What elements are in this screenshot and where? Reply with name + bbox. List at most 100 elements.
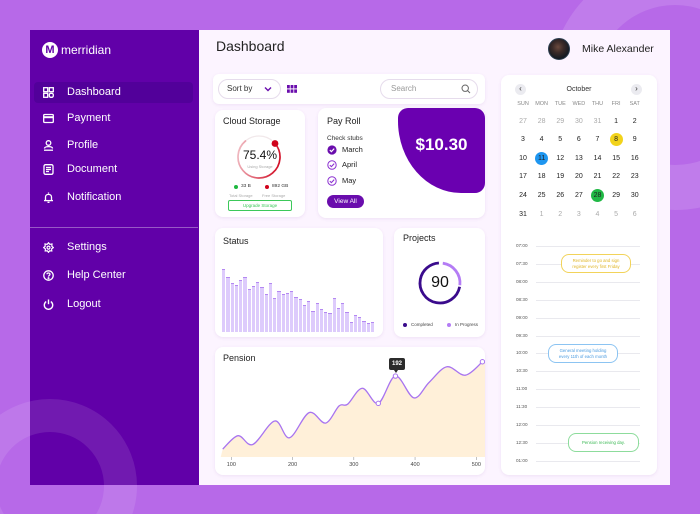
event-reminder[interactable]: Reminder to go and sign register every f… [561,254,631,273]
bar-cap [362,321,366,323]
user-name[interactable]: Mike Alexander [582,43,654,55]
calendar-day[interactable]: 11 [535,151,549,165]
projects-ring-chart [418,261,462,305]
calendar-day[interactable]: 4 [539,136,544,144]
card-title: Status [223,236,249,246]
calendar-day[interactable]: 29 [556,117,565,125]
bar-cap [260,287,264,289]
check-outline-icon[interactable] [327,160,337,170]
check-filled-icon[interactable] [327,145,337,155]
calendar-day[interactable]: 20 [574,173,583,181]
calendar-day[interactable]: 31 [519,210,527,218]
bar-cap [234,285,239,287]
search-icon[interactable] [461,84,471,94]
calendar-day[interactable]: 8 [609,133,623,147]
status-bar [358,317,362,332]
status-bar [298,299,302,332]
calendar-day[interactable]: 5 [614,210,619,218]
dashboard-icon [43,87,54,98]
sidebar-item-payment[interactable]: Payment [34,108,193,129]
calendar-day[interactable]: 26 [556,192,565,200]
search-input[interactable]: Search [380,79,478,99]
calendar-day[interactable]: 23 [630,173,639,181]
calendar-day[interactable]: 9 [632,136,637,144]
sort-by-dropdown[interactable]: Sort by [218,79,281,99]
calendar-day[interactable]: 12 [556,154,565,162]
sidebar-item-profile[interactable]: Profile [34,135,193,156]
calendar-day[interactable]: 22 [612,173,620,181]
calendar-day[interactable]: 21 [593,173,602,181]
card-title: Projects [403,233,436,243]
sidebar-item-notification[interactable]: Notification [34,187,193,208]
calendar-day[interactable]: 4 [595,210,600,218]
calendar-day[interactable]: 29 [612,192,620,200]
calendar-day[interactable]: 14 [593,154,602,162]
bar-cap [302,305,307,307]
event-pension-day[interactable]: Pension receiving day. [568,433,639,452]
avatar[interactable] [548,38,570,60]
pension-marker[interactable] [392,373,399,379]
grid-view-icon[interactable] [287,85,297,93]
calendar-day[interactable]: 24 [519,192,527,200]
view-all-button[interactable]: View All [327,195,364,208]
calendar-day[interactable]: 27 [519,117,527,125]
calendar-prev-button[interactable]: ‹ [515,84,526,95]
calendar-day[interactable]: 10 [519,154,527,162]
sidebar-item-help-center[interactable]: Help Center [34,265,193,286]
calendar-day[interactable]: 15 [612,154,620,162]
bar-cap [358,317,362,319]
calendar-day[interactable]: 5 [558,136,563,144]
calendar-day[interactable]: 30 [630,192,639,200]
status-bar [243,277,247,332]
calendar-day[interactable]: 6 [632,210,637,218]
cloud-storage-card: Cloud Storage 75.4% Using Storage 33 B T… [215,110,305,217]
status-bar [328,313,332,332]
sidebar-item-dashboard[interactable]: Dashboard [34,82,193,103]
sort-by-label: Sort by [227,84,253,93]
status-bar [230,283,234,332]
time-label: 09:00 [516,314,528,320]
calendar-day[interactable]: 3 [576,210,581,218]
calendar-day[interactable]: 2 [558,210,563,218]
event-general-meeting[interactable]: General meeting holding every 11th of ea… [548,344,618,363]
x-tick-label: 200 [287,462,298,468]
calendar-day[interactable]: 1 [539,210,544,218]
calendar-day[interactable]: 17 [519,173,527,181]
bar-cap [336,308,341,310]
calendar-day[interactable]: 1 [614,117,619,125]
calendar-day[interactable]: 16 [630,154,639,162]
calendar-day[interactable]: 13 [574,154,583,162]
calendar-day[interactable]: 25 [537,192,546,200]
status-bar [349,322,353,332]
calendar-day[interactable]: 6 [576,136,581,144]
sidebar-item-logout[interactable]: Logout [34,294,193,315]
calendar-day[interactable]: 2 [632,117,637,125]
sidebar-item-document[interactable]: Document [34,159,193,180]
calendar-day[interactable]: 18 [537,173,546,181]
calendar-day[interactable]: 28 [590,189,604,203]
calendar-day[interactable]: 28 [537,117,546,125]
legend-dot-completed [403,323,407,327]
sidebar-item-settings[interactable]: Settings [34,237,193,258]
weekday-label: MON [535,100,549,107]
pension-area [220,361,485,457]
bar-cap [290,291,294,293]
calendar-day[interactable]: 7 [595,136,600,144]
bar-cap [315,303,319,305]
upgrade-storage-button[interactable]: Upgrade Storage [228,200,292,211]
time-label: 07:00 [516,243,528,248]
status-bar [370,322,375,332]
pension-marker[interactable] [375,400,381,407]
calendar-day[interactable]: 30 [574,117,583,125]
calendar-day[interactable]: 27 [574,192,583,200]
calendar-day[interactable]: 31 [593,117,602,125]
calendar-next-button[interactable]: › [631,84,642,95]
bar-cap [277,291,281,293]
time-gridline [536,460,640,462]
calendar-day[interactable]: 3 [521,136,525,144]
calendar-day[interactable]: 19 [556,173,565,181]
time-gridline [536,425,640,426]
check-outline-icon[interactable] [327,176,337,186]
pension-marker[interactable] [479,359,485,365]
total-storage-label: Total Storage [229,193,253,198]
